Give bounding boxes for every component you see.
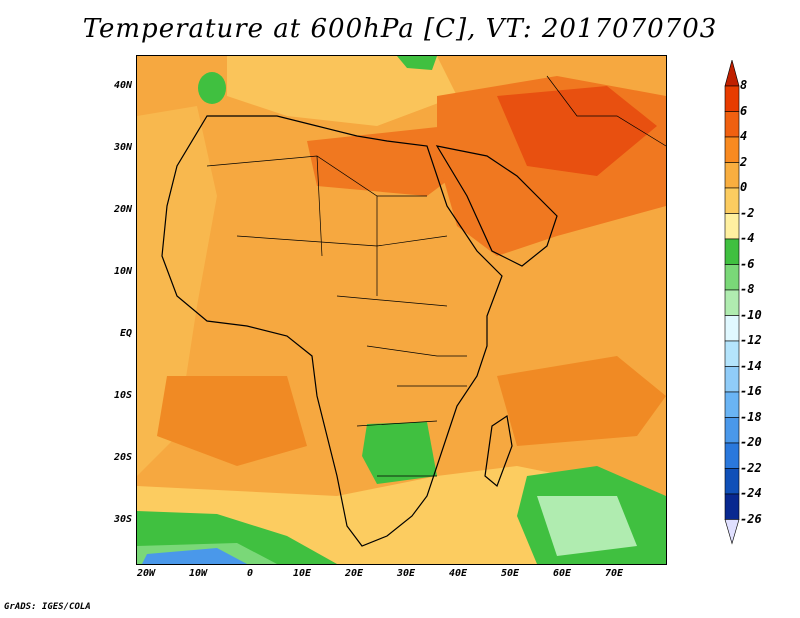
lon-label-0: 0 (246, 568, 254, 579)
colorbar-box (724, 366, 740, 393)
lon-label-10w: 10W (188, 568, 208, 579)
field-sahara-hot (307, 126, 467, 196)
field-arabia-hottest (497, 86, 657, 176)
colorbar-box (724, 340, 740, 367)
colorbar-box (724, 264, 740, 291)
field-europe-cool (397, 56, 437, 70)
lon-label-40e: 40E (448, 568, 468, 579)
colorbar-label: -10 (740, 307, 762, 322)
field-mediterranean (227, 56, 457, 126)
colorbar-box (724, 493, 740, 520)
field-morocco-cool (198, 72, 226, 104)
colorbar-label: -6 (740, 256, 755, 271)
lat-label-20s: 20S (113, 452, 132, 463)
colorbar-box (724, 468, 740, 495)
colorbar-box (724, 289, 740, 316)
lat-label-30s: 30S (113, 514, 132, 525)
lat-label-20n: 20N (113, 204, 132, 215)
colorbar-label: -26 (740, 511, 762, 526)
field-south-atlantic (157, 376, 307, 466)
lon-label-20e: 20E (344, 568, 364, 579)
colorbar-label: 0 (740, 180, 748, 194)
colorbar-box (724, 315, 740, 342)
colorbar-box (724, 85, 740, 112)
field-indian-ocean (497, 356, 666, 446)
colorbar-label: -18 (740, 409, 762, 424)
country-borders (206, 75, 666, 477)
colorbar-box (724, 187, 740, 214)
map-title: Temperature at 600hPa [C], VT: 201707070… (82, 14, 718, 44)
colorbar-label: -24 (740, 486, 762, 500)
colorbar-label: -16 (740, 384, 762, 398)
lon-label-10e: 10E (292, 568, 312, 579)
lat-label-40n: 40N (113, 80, 132, 91)
madagascar (484, 414, 513, 488)
arabia-coast (435, 145, 558, 267)
colorbar-label: 4 (740, 129, 748, 143)
lon-label-30e: 30E (396, 568, 416, 579)
field-cold-blue (142, 548, 247, 564)
colorbar-box (724, 417, 740, 444)
colorbar-box (724, 442, 740, 469)
colorbar-box (724, 213, 740, 240)
lat-label-30n: 30N (113, 142, 132, 153)
colorbar-box (724, 162, 740, 189)
field-zimbabwe-cool (362, 422, 437, 484)
colorbar-label: -14 (740, 358, 762, 373)
colorbar-top-triangle (724, 60, 740, 87)
colorbar-label: -4 (740, 231, 755, 245)
field-atlantic (137, 106, 217, 476)
colorbar-box (724, 111, 740, 138)
colorbar-label: 2 (740, 154, 748, 169)
colorbar-bottom-triangle (724, 519, 740, 545)
colorbar-box (724, 391, 740, 418)
coastline (161, 115, 503, 547)
colorbar-label: -2 (740, 205, 755, 220)
map-canvas (137, 56, 666, 564)
temperature-map (136, 55, 667, 565)
grads-credit: GrADS: IGES/COLA (4, 602, 91, 612)
lat-label-10s: 10S (113, 390, 132, 401)
colorbar-label: 6 (740, 103, 748, 118)
colorbar-label: -20 (740, 435, 762, 449)
colorbar-label: 8 (740, 78, 748, 92)
lon-label-50e: 50E (500, 568, 520, 579)
lat-label-eq: EQ (119, 328, 132, 339)
colorbar-label: -8 (740, 282, 755, 296)
lon-label-70e: 70E (604, 568, 624, 579)
lat-label-10n: 10N (113, 266, 132, 277)
colorbar-box (724, 136, 740, 163)
colorbar-label: -22 (740, 460, 762, 475)
colorbar (724, 60, 740, 545)
colorbar-box (724, 238, 740, 265)
lon-label-60e: 60E (552, 568, 572, 579)
colorbar-label: -12 (740, 333, 762, 347)
lon-label-20w: 20W (136, 568, 156, 579)
field-se-cooler (537, 496, 637, 556)
